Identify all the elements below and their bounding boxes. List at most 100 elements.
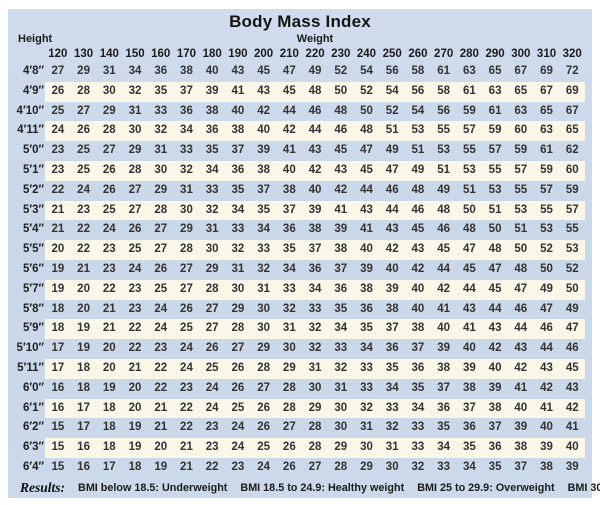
weight-header-cell: 140 (99, 48, 119, 60)
bmi-cell: 22 (128, 322, 142, 335)
bmi-cell: 40 (257, 124, 270, 137)
weight-header-cell: 210 (279, 48, 299, 60)
bmi-cell: 24 (128, 262, 142, 275)
bmi-cell: 17 (51, 342, 65, 355)
bmi-cell: 42 (334, 183, 348, 196)
bmi-cell: 44 (514, 322, 528, 335)
bmi-cell: 36 (154, 65, 168, 77)
bmi-cell: 60 (514, 124, 528, 137)
bmi-cell: 21 (102, 302, 116, 315)
bmi-cell: 27 (180, 282, 193, 295)
bmi-cell: 29 (205, 262, 219, 275)
bmi-cell: 37 (385, 322, 399, 335)
bmi-cell: 23 (77, 203, 90, 216)
bmi-cell: 23 (205, 441, 219, 454)
bmi-cell: 38 (180, 65, 193, 77)
bmi-cell: 36 (462, 421, 476, 434)
bmi-cell: 24 (231, 421, 245, 434)
bmi-cell: 21 (51, 203, 65, 216)
bmi-cell: 33 (411, 441, 425, 454)
table-row: 5′9″ 18 19 21 22 24 25 27 28 30 31 32 34 35 37 38 40 41 43… (8, 319, 592, 340)
bmi-cell: 21 (102, 322, 116, 335)
bmi-cell: 32 (180, 163, 193, 176)
bmi-cell: 39 (360, 262, 373, 275)
weight-header-cell: 320 (562, 48, 582, 60)
bmi-table-body: 4′8″ 27 29 31 34 36 38 40 43 45 47 49 52 54 56 58 61 63 65… (8, 62, 592, 478)
bmi-cell: 47 (462, 243, 476, 256)
height-row-label: 5′0″ (22, 144, 44, 157)
height-row-label: 5′6″ (22, 262, 44, 275)
bmi-cell: 38 (437, 361, 451, 374)
bmi-cell: 42 (411, 262, 425, 275)
bmi-cell: 55 (540, 203, 553, 216)
bmi-cell: 57 (514, 163, 528, 176)
bmi-cell: 46 (540, 322, 553, 335)
bmi-cell: 32 (128, 84, 142, 97)
bmi-cell: 19 (154, 460, 168, 473)
bmi-cell: 47 (540, 302, 553, 315)
bmi-cell: 45 (334, 144, 348, 157)
bmi-cell: 56 (411, 84, 425, 97)
bmi-cell: 41 (462, 322, 476, 335)
bmi-cell: 43 (540, 361, 553, 374)
bmi-cell: 44 (308, 124, 322, 137)
bmi-cell: 25 (180, 322, 193, 335)
bmi-cell: 32 (334, 361, 348, 374)
bmi-cell: 34 (257, 223, 270, 236)
height-row-label: 4′9″ (22, 84, 44, 97)
bmi-cell: 40 (540, 421, 553, 434)
bmi-cell: 19 (128, 441, 142, 454)
bmi-cell: 51 (437, 163, 451, 176)
bmi-cell: 28 (180, 243, 193, 256)
bmi-cell: 19 (51, 262, 65, 275)
bmi-cell: 19 (77, 342, 90, 355)
table-row: 5′10″ 17 19 20 22 23 24 26 27 29 30 32 33 34 36 37 39 40 4… (8, 339, 592, 359)
results-footer: Results: BMI below 18.5: Underweight BMI… (8, 478, 600, 498)
bmi-cell: 39 (514, 421, 528, 434)
bmi-cell: 24 (231, 441, 245, 454)
bmi-cell: 28 (154, 203, 168, 216)
weight-header-cell: 130 (73, 48, 94, 60)
height-row-label: 6′1″ (22, 401, 44, 414)
bmi-cell: 45 (360, 163, 373, 176)
bmi-cell: 28 (231, 322, 245, 335)
bmi-cell: 65 (514, 84, 528, 97)
bmi-cell: 50 (540, 262, 553, 275)
bmi-cell: 24 (205, 381, 219, 394)
bmi-cell: 47 (282, 65, 296, 77)
table-row: 5′7″ 19 20 22 23 25 27 28 30 31 33 34 36 38 39 40 42 44 45… (8, 279, 592, 300)
bmi-cell: 20 (77, 302, 90, 315)
bmi-cell: 52 (360, 84, 373, 97)
weight-header-cell: 170 (176, 48, 197, 60)
bmi-cell: 25 (51, 104, 65, 117)
bmi-cell: 26 (154, 262, 168, 275)
bmi-cell: 48 (514, 262, 528, 275)
bmi-cell: 42 (308, 163, 322, 176)
bmi-cell: 22 (205, 460, 219, 473)
bmi-cell: 15 (51, 421, 65, 434)
row-cells: 20 22 23 25 27 28 30 32 33 35 37 38 40 42 43 45 47 48 50 52… (45, 240, 585, 260)
bmi-cell: 32 (385, 421, 399, 434)
bmi-cell: 18 (102, 421, 116, 434)
bmi-cell: 51 (385, 124, 399, 137)
bmi-cell: 36 (180, 104, 193, 117)
bmi-cell: 24 (77, 183, 90, 196)
bmi-cell: 34 (437, 441, 451, 454)
bmi-cell: 18 (102, 441, 116, 454)
row-cells: 16 17 18 20 21 22 24 25 26 28 29 30 32 33 34 36 37 38 40 41… (45, 398, 585, 419)
bmi-cell: 44 (462, 282, 476, 295)
table-row: 5′5″ 20 22 23 25 27 28 30 32 33 35 37 38 40 42 43 45 47 48… (8, 240, 592, 260)
bmi-cell: 44 (385, 203, 399, 216)
bmi-cell: 28 (282, 401, 296, 414)
bmi-cell: 31 (334, 381, 348, 394)
bmi-cell: 31 (128, 104, 142, 117)
bmi-cell: 29 (360, 460, 373, 473)
bmi-cell: 27 (77, 104, 90, 117)
bmi-cell: 37 (411, 342, 425, 355)
bmi-cell: 21 (77, 262, 90, 275)
bmi-cell: 52 (385, 104, 399, 117)
bmi-cell: 27 (282, 421, 296, 434)
bmi-cell: 18 (51, 302, 65, 315)
bmi-cell: 31 (180, 183, 193, 196)
